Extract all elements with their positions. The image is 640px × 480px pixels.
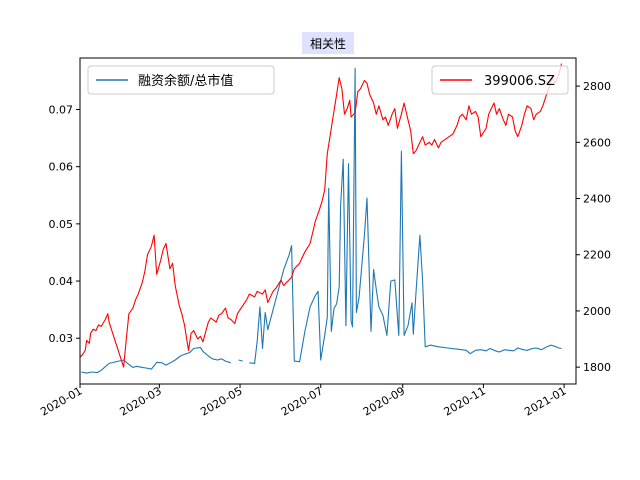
- y-right-tick-label: 2400: [583, 193, 611, 206]
- y-axis-left: 0.03 0.04 0.05 0.06 0.07: [49, 103, 80, 345]
- x-tick-label: 2020-05: [198, 384, 244, 418]
- plot-frame: [79, 57, 577, 385]
- x-tick-label: 2020-01: [38, 384, 84, 418]
- y-left-tick-label: 0.04: [49, 275, 74, 288]
- y-right-tick-label: 2200: [583, 249, 611, 262]
- x-axis: 2020-01 2020-03 2020-05 2020-07 2020-09 2020-…: [38, 384, 569, 419]
- y-right-tick-label: 1800: [583, 361, 611, 374]
- x-tick-label: 2020-03: [118, 384, 164, 418]
- legend-label-financing-ratio: 融资余额/总市值: [138, 73, 233, 89]
- legend-financing-ratio: 融资余额/总市值: [87, 65, 275, 95]
- legend-box-left: [87, 65, 275, 95]
- y-axis-right: 1800 2000 2200 2400 2600 2800: [576, 80, 611, 374]
- x-tick-label: 2020-07: [279, 384, 325, 418]
- x-tick-label: 2021-01: [522, 384, 568, 418]
- y-right-tick-label: 2600: [583, 136, 611, 149]
- y-left-tick-label: 0.05: [49, 218, 74, 231]
- legend-label-index: 399006.SZ: [484, 74, 555, 89]
- y-left-tick-label: 0.03: [49, 332, 74, 345]
- y-right-tick-label: 2800: [583, 80, 611, 93]
- series-line-financing-ratio: [81, 67, 562, 374]
- legend-index: 399006.SZ: [431, 65, 569, 95]
- y-left-tick-label: 0.06: [49, 161, 74, 174]
- series-layer: [79, 63, 563, 374]
- title-background: [302, 32, 354, 54]
- series-line-index: [79, 63, 563, 368]
- x-tick-label: 2020-09: [361, 384, 407, 418]
- y-left-tick-label: 0.07: [49, 103, 74, 116]
- legend-box-right: [431, 65, 569, 95]
- y-right-tick-label: 2000: [583, 305, 611, 318]
- chart-title: 相关性: [310, 37, 346, 51]
- x-tick-label: 2020-11: [442, 384, 488, 418]
